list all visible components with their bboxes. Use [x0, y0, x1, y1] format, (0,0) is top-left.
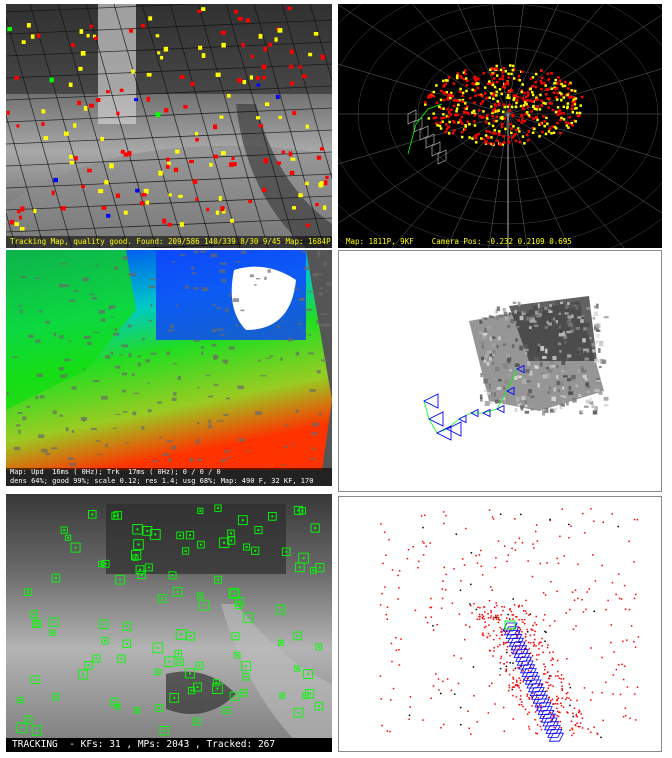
dense-depth-canvas	[6, 250, 332, 486]
orb-camera-canvas	[6, 494, 332, 752]
orb-camera-view: TRACKING - KFs: 31 , MPs: 2043 , Tracked…	[6, 494, 332, 752]
dense-depth-view: Map: Upd 16ms ( 0Hz); Trk 17ms ( 0Hz); 0…	[6, 250, 332, 486]
dense-depth-status-line1: Map: Upd 16ms ( 0Hz); Trk 17ms ( 0Hz); 0…	[6, 468, 332, 477]
ptam-map-status: Map: 1811P, 9KF Camera Pos: -0.232 0.210…	[346, 237, 572, 246]
orb-map-view	[338, 496, 662, 752]
dense-map-view	[338, 250, 662, 492]
ptam-map-view: Map: 1811P, 9KF Camera Pos: -0.232 0.210…	[338, 4, 662, 248]
dense-depth-status-line2: dens 64%; good 99%; scale 0.12; res 1.4;…	[6, 477, 332, 486]
orb-map-canvas	[379, 508, 640, 742]
ptam-map-canvas	[338, 4, 662, 248]
ptam-camera-view: Tracking Map, quality good. Found: 209/5…	[6, 4, 332, 248]
orb-camera-status: TRACKING - KFs: 31 , MPs: 2043 , Tracked…	[6, 738, 332, 752]
ptam-camera-status: Tracking Map, quality good. Found: 209/5…	[6, 236, 332, 248]
ptam-camera-canvas	[6, 4, 332, 248]
dense-map-canvas	[422, 296, 609, 441]
